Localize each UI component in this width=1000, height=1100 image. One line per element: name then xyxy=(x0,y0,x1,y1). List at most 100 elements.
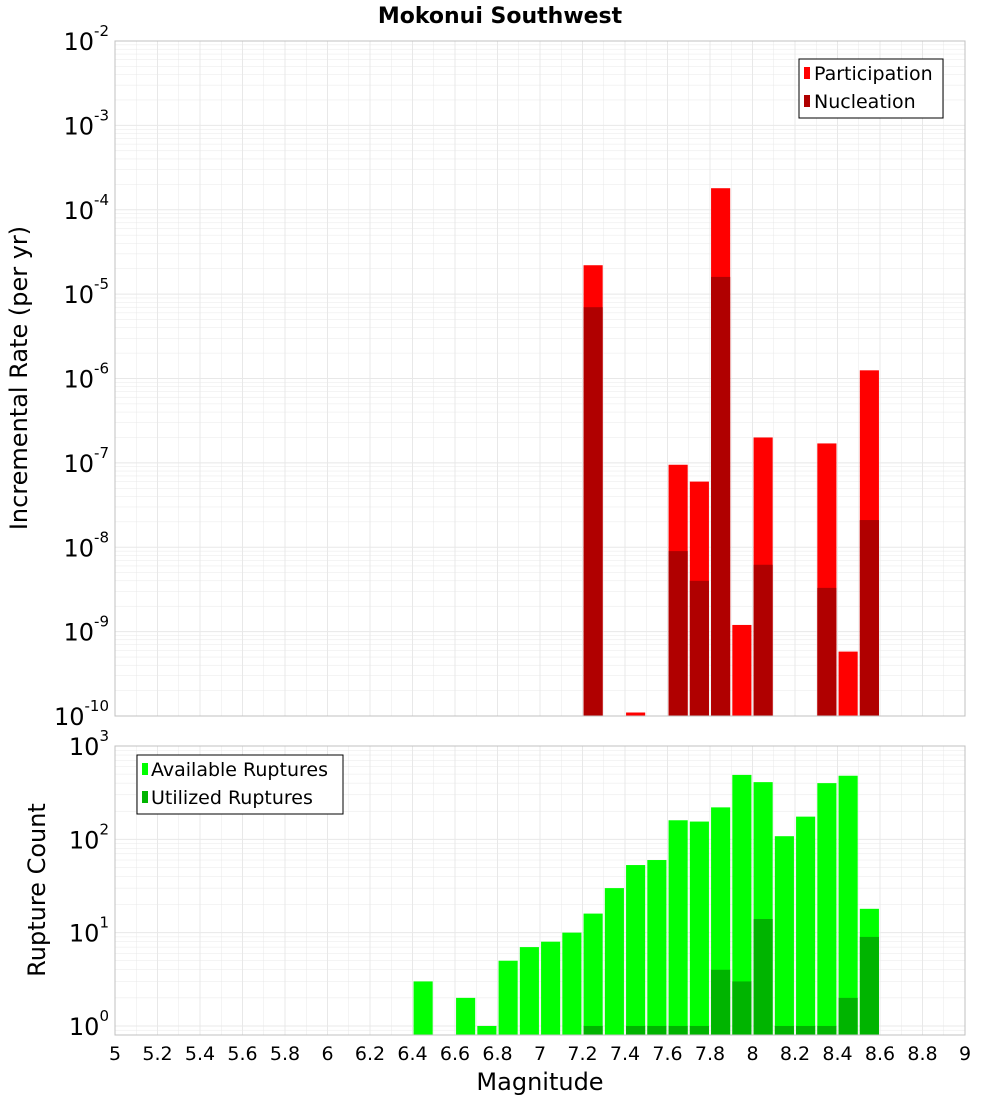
available-legend-swatch xyxy=(142,763,148,775)
rate-y-tick-label: 10-5 xyxy=(63,275,109,309)
utilized-bar xyxy=(647,1025,667,1035)
nucleation-bar xyxy=(753,564,773,716)
utilized-bar xyxy=(753,919,773,1035)
nucleation-legend-label: Nucleation xyxy=(814,91,916,113)
available-bar xyxy=(413,981,433,1035)
rupture-legend: Available Ruptures Utilized Ruptures xyxy=(136,754,344,815)
nucleation-bar xyxy=(689,580,709,716)
utilized-bar xyxy=(817,1025,837,1035)
x-tick-label: 5.4 xyxy=(185,1043,215,1065)
available-bar xyxy=(732,774,752,1035)
x-tick-label: 6 xyxy=(321,1043,333,1065)
available-bar xyxy=(562,932,582,1035)
available-bar xyxy=(604,888,624,1035)
rupture-y-tick-label: 100 xyxy=(69,1007,109,1041)
participation-bar xyxy=(838,651,858,716)
rate-legend: Participation Nucleation xyxy=(798,58,944,119)
participation-bar xyxy=(732,624,752,716)
utilized-legend-swatch xyxy=(142,791,148,803)
x-tick-label: 8.6 xyxy=(865,1043,895,1065)
rupture-y-tick-label: 102 xyxy=(69,820,109,854)
x-tick-label: 6.4 xyxy=(397,1043,427,1065)
nucleation-bar xyxy=(817,587,837,716)
rupture-plot-frame xyxy=(114,745,966,1036)
rupture-y-tick-label: 101 xyxy=(69,914,109,948)
available-bar xyxy=(774,836,794,1035)
nucleation-bar xyxy=(583,307,603,716)
chart-title: Mokonui Southwest xyxy=(378,4,623,29)
utilized-bar xyxy=(732,981,752,1035)
participation-legend-label: Participation xyxy=(814,63,933,85)
x-tick-labels: 5 5.2 5.4 5.6 5.8 6 6.2 6.4 6.6 6.8 7 7.2 7.4 7.6 7.8 8… xyxy=(109,1043,971,1065)
rate-y-tick-label: 10-2 xyxy=(63,22,109,56)
utilized-bar xyxy=(774,1025,794,1035)
x-tick-label: 5.2 xyxy=(142,1043,172,1065)
x-tick-label: 9 xyxy=(959,1043,971,1065)
rate-y-tick-label: 10-3 xyxy=(63,106,109,140)
utilized-bar xyxy=(668,1025,688,1035)
utilized-bar xyxy=(583,1025,603,1035)
x-tick-label: 8.4 xyxy=(822,1043,852,1065)
nucleation-legend-swatch xyxy=(804,95,810,107)
rupture-y-tick-label: 103 xyxy=(69,727,109,761)
x-tick-label: 7.8 xyxy=(695,1043,725,1065)
utilized-legend-label: Utilized Ruptures xyxy=(151,787,313,809)
x-tick-label: 8.2 xyxy=(780,1043,810,1065)
x-tick-label: 7 xyxy=(534,1043,546,1065)
x-tick-label: 6.8 xyxy=(482,1043,512,1065)
utilized-bar xyxy=(859,936,879,1035)
available-bar xyxy=(647,860,667,1035)
available-bar xyxy=(541,941,561,1035)
x-tick-label: 7.2 xyxy=(567,1043,597,1065)
utilized-bar xyxy=(838,997,858,1035)
rate-y-tick-label: 10-9 xyxy=(63,613,109,647)
nucleation-bar xyxy=(668,551,688,716)
rate-plot-grid xyxy=(114,40,966,717)
rate-legend-box xyxy=(798,58,944,119)
x-tick-label: 6.6 xyxy=(440,1043,470,1065)
x-tick-label: 8.8 xyxy=(907,1043,937,1065)
rate-y-tick-labels: 10-10 10-9 10-8 10-7 10-6 10-5 10-4 10-3 10-2 xyxy=(54,22,109,731)
nucleation-bar xyxy=(711,276,731,716)
rate-plot: 10-10 10-9 10-8 10-7 10-6 10-5 10-4 10-3 10-2 In… xyxy=(5,22,966,731)
available-bar xyxy=(817,783,837,1035)
rupture-plot-bars xyxy=(413,774,879,1035)
participation-bar xyxy=(626,712,646,716)
x-tick-label: 7.6 xyxy=(652,1043,682,1065)
participation-legend-swatch xyxy=(804,67,810,79)
x-tick-label: 7.4 xyxy=(610,1043,640,1065)
available-bar xyxy=(838,775,858,1035)
available-bar xyxy=(583,913,603,1035)
rate-plot-bars xyxy=(583,188,879,717)
rate-y-tick-label: 10-4 xyxy=(63,191,109,225)
rupture-y-axis-label: Rupture Count xyxy=(23,803,51,977)
available-bar xyxy=(477,1025,497,1035)
utilized-bar xyxy=(711,969,731,1035)
utilized-bar xyxy=(689,1025,709,1035)
available-bar xyxy=(668,820,688,1035)
utilized-bar xyxy=(796,1025,816,1035)
rate-y-tick-label: 10-8 xyxy=(63,528,109,562)
available-bar xyxy=(689,821,709,1035)
x-tick-label: 5.8 xyxy=(270,1043,300,1065)
x-tick-label: 5.6 xyxy=(227,1043,257,1065)
x-tick-label: 8 xyxy=(746,1043,758,1065)
available-bar xyxy=(456,997,476,1035)
rupture-count-plot: 100 101 102 103 Rupture Count Available Rup… xyxy=(23,727,966,1041)
rate-y-axis-label: Incremental Rate (per yr) xyxy=(5,226,33,530)
rupture-y-tick-labels: 100 101 102 103 xyxy=(69,727,109,1041)
available-bar xyxy=(626,865,646,1035)
rupture-legend-box xyxy=(136,754,344,815)
rate-y-tick-label: 10-6 xyxy=(63,360,109,394)
available-legend-label: Available Ruptures xyxy=(151,759,328,781)
available-bar xyxy=(498,960,518,1035)
x-tick-label: 5 xyxy=(109,1043,121,1065)
rate-y-tick-label: 10-10 xyxy=(54,697,109,731)
rate-y-tick-label: 10-7 xyxy=(63,444,109,478)
nucleation-bar xyxy=(859,520,879,716)
x-axis-label: Magnitude xyxy=(476,1068,603,1096)
available-bar xyxy=(519,947,539,1035)
rate-plot-frame xyxy=(114,40,966,717)
x-tick-label: 6.2 xyxy=(355,1043,385,1065)
